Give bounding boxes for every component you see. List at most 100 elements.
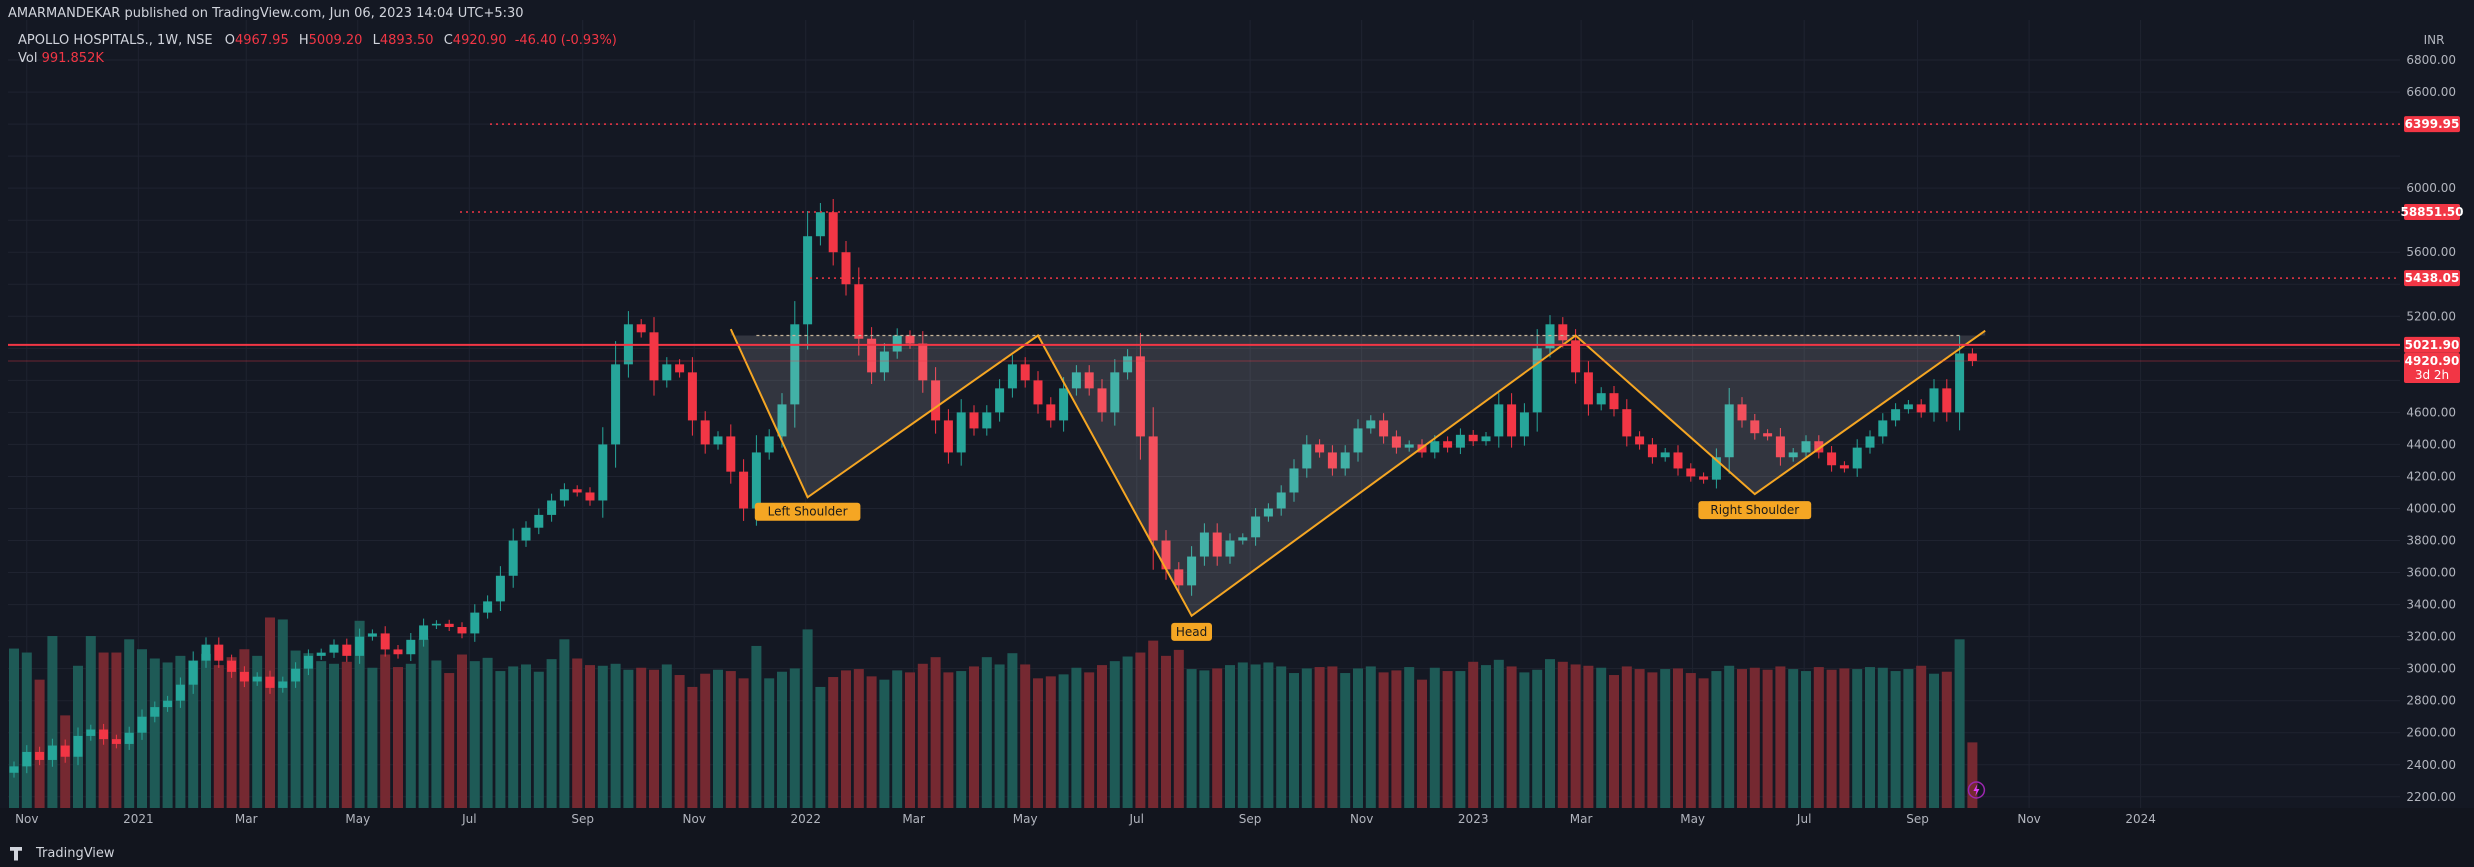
candle-body	[265, 676, 275, 688]
volume-bar	[1698, 678, 1709, 808]
candle-body	[1788, 452, 1798, 458]
volume-bar	[1801, 671, 1811, 808]
candle-body	[1558, 324, 1568, 341]
candle-body	[1468, 434, 1478, 442]
volume-bar	[751, 645, 762, 808]
candle-body	[214, 644, 224, 661]
pattern-label-2: Right Shoulder	[1710, 503, 1799, 517]
volume-bar	[597, 665, 608, 808]
candle-body	[9, 766, 19, 773]
y-tick-label: 6800.00	[2406, 53, 2456, 67]
volume-bar	[802, 629, 813, 808]
candle-body	[687, 372, 697, 421]
volume-bar	[1225, 665, 1235, 808]
volume-bar	[1519, 672, 1530, 808]
volume-bar	[674, 675, 685, 808]
volume-bar	[1161, 655, 1171, 808]
candle-body	[649, 332, 659, 381]
volume-bar	[393, 667, 403, 808]
candle-body	[1148, 436, 1158, 541]
candle-body	[1545, 324, 1555, 349]
candle-body	[1276, 492, 1286, 509]
volume-bar	[687, 686, 698, 808]
candle-body	[598, 444, 608, 501]
candle-body	[739, 471, 749, 509]
candle-body	[35, 751, 45, 760]
volume-bar	[1596, 667, 1607, 808]
candle-body	[175, 684, 185, 701]
currency-label: INR	[2424, 33, 2445, 47]
candle-body	[457, 627, 467, 634]
time-axis-background	[0, 808, 2474, 867]
volume-bar	[149, 658, 160, 808]
candle-body	[495, 575, 505, 602]
y-tick-label: 2600.00	[2406, 726, 2456, 740]
volume-bar	[341, 661, 352, 808]
last-price-tag	[2404, 353, 2460, 384]
candle-body	[291, 668, 301, 682]
y-tick-label: 5600.00	[2406, 245, 2456, 259]
volume-bar	[623, 669, 634, 808]
candle-body	[137, 716, 147, 733]
low-value: 4893.50	[379, 33, 434, 48]
close-value: 4920.90	[452, 33, 507, 48]
tradingview-footer[interactable]: TradingView	[10, 846, 115, 861]
candle-body	[1353, 428, 1363, 453]
candle-body	[1084, 372, 1094, 389]
volume-bar	[981, 657, 992, 808]
volume-bar	[1532, 669, 1543, 808]
volume-bar	[1212, 668, 1223, 808]
level-price-tag	[2404, 270, 2460, 287]
candle-body	[278, 681, 288, 688]
volume-bar	[956, 671, 967, 808]
candle-body	[1187, 556, 1197, 586]
volume-bar	[85, 636, 96, 808]
candle-body	[559, 489, 569, 501]
candle-body	[1635, 436, 1645, 445]
candle-body	[1801, 441, 1811, 453]
candle-body	[1251, 516, 1261, 538]
x-tick-label: Jul	[461, 812, 476, 826]
candle-body	[1942, 388, 1952, 413]
alert-icon	[1967, 781, 1986, 799]
volume-bar	[943, 672, 954, 808]
volume-bar	[969, 666, 979, 808]
volume-bar	[853, 669, 864, 808]
candle-body	[99, 729, 109, 740]
high-value: 5009.20	[308, 33, 363, 48]
candle-body	[1494, 404, 1504, 437]
volume-bar	[34, 679, 45, 808]
volume-bar	[1545, 659, 1555, 808]
candle-body	[1955, 353, 1965, 413]
candle-body	[726, 436, 736, 472]
candle-body	[1174, 569, 1184, 586]
pattern-label-box	[754, 502, 861, 521]
candle-body	[995, 388, 1005, 413]
candle-body	[1315, 444, 1325, 453]
volume-bar	[585, 665, 595, 808]
candle-body	[1263, 508, 1273, 517]
x-tick-label: Mar	[902, 812, 925, 826]
candle-body	[1763, 433, 1773, 437]
symbol-name[interactable]: APOLLO HOSPITALS., 1W, NSE	[18, 33, 213, 48]
volume-bar	[1340, 673, 1351, 808]
volume-bar	[469, 661, 480, 808]
y-tick-label: 2400.00	[2406, 758, 2456, 772]
x-tick-label: Nov	[15, 812, 38, 826]
candle-body	[1827, 452, 1837, 466]
candle-body	[252, 676, 262, 682]
low-label: L	[372, 33, 380, 48]
candle-body	[777, 404, 787, 437]
volume-bar	[713, 669, 723, 808]
volume-bar	[482, 657, 493, 808]
candle-body	[1289, 468, 1299, 493]
candle-body	[316, 652, 326, 656]
volume-bar	[841, 670, 851, 808]
candle-body	[355, 636, 365, 656]
volume-bar	[1455, 671, 1466, 808]
volume-bar	[1276, 666, 1287, 808]
volume-bar	[1263, 662, 1274, 808]
candle-body	[444, 623, 454, 628]
volume-bar	[1033, 678, 1043, 808]
